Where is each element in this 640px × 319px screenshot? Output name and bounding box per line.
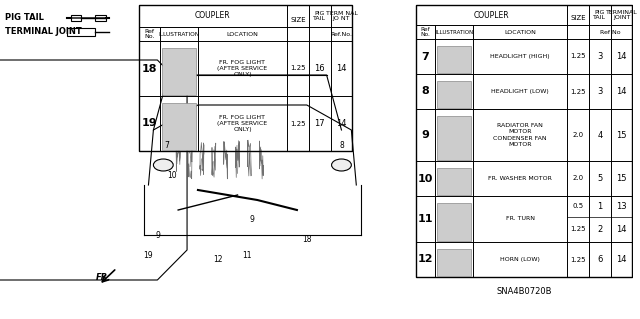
Bar [438,203,471,241]
Text: 6: 6 [597,255,602,264]
Bar [71,15,81,21]
Text: 2: 2 [597,225,602,234]
Text: 9: 9 [156,231,161,240]
Text: Ref
No.: Ref No. [420,26,431,37]
Text: TERMINAL
JOINT: TERMINAL JOINT [605,10,637,20]
Text: Ref No: Ref No [600,29,621,34]
Text: 3: 3 [597,87,602,96]
Text: COUPLER: COUPLER [195,11,230,20]
Text: 14: 14 [336,119,347,128]
Text: 1.25: 1.25 [290,121,306,127]
Text: 11: 11 [418,214,433,224]
Text: PIG TAIL: PIG TAIL [5,13,44,23]
Text: 9: 9 [250,216,255,225]
Bar [416,5,632,277]
Text: 11: 11 [243,250,252,259]
Text: 8: 8 [339,140,344,150]
Text: TERMINAL JOINT: TERMINAL JOINT [5,27,82,36]
Bar [163,48,196,95]
Text: SNA4B0720B: SNA4B0720B [496,286,552,295]
Bar [438,46,471,73]
Text: FR. TURN: FR. TURN [506,217,534,221]
Text: 8: 8 [422,86,429,97]
Text: 14: 14 [336,64,347,73]
Text: 1: 1 [597,202,602,211]
Text: 12: 12 [418,255,433,264]
Text: 10: 10 [418,174,433,183]
Text: 14: 14 [616,52,627,61]
Bar [438,168,471,195]
Text: 14: 14 [616,225,627,234]
Text: 2.0: 2.0 [572,175,584,182]
Text: ILLUSTRATION: ILLUSTRATION [159,32,200,36]
Ellipse shape [154,159,173,171]
Text: FR. FOG LIGHT
(AFTER SERVICE
ONLY): FR. FOG LIGHT (AFTER SERVICE ONLY) [218,115,268,132]
Text: 7: 7 [164,140,169,150]
Text: Ref
No.: Ref No. [144,29,155,40]
Text: Ref.No.: Ref.No. [330,32,353,36]
Text: SIZE: SIZE [570,15,586,21]
Text: HORN (LOW): HORN (LOW) [500,257,540,262]
Text: 3: 3 [597,52,602,61]
Text: 1.25: 1.25 [290,65,306,71]
Bar [139,5,353,151]
Text: ILLUSTRATION: ILLUSTRATION [435,29,474,34]
Bar [95,15,106,21]
Text: FR. WASHER MOTOR: FR. WASHER MOTOR [488,176,552,181]
Text: 15: 15 [616,174,627,183]
Text: 1.25: 1.25 [570,226,586,232]
Text: 4: 4 [597,130,602,139]
Text: TERM NAL
JO NT: TERM NAL JO NT [326,11,357,21]
Text: HEADLIGHT (HIGH): HEADLIGHT (HIGH) [490,54,550,59]
Text: 1.25: 1.25 [570,88,586,94]
Text: FR. FOG LIGHT
(AFTER SERVICE
ONLY): FR. FOG LIGHT (AFTER SERVICE ONLY) [218,60,268,77]
Text: FR.: FR. [96,273,111,283]
Text: RADIATOR FAN
MOTOR
CONDENSER FAN
MOTOR: RADIATOR FAN MOTOR CONDENSER FAN MOTOR [493,123,547,147]
Bar [438,249,471,276]
Text: 18: 18 [141,63,157,73]
Text: HEADLIGHT (LOW): HEADLIGHT (LOW) [492,89,549,94]
Text: 1.25: 1.25 [570,54,586,60]
Text: 13: 13 [616,202,627,211]
Text: 7: 7 [422,51,429,62]
Bar [67,28,95,36]
Text: LOCATION: LOCATION [504,29,536,34]
Text: 14: 14 [616,255,627,264]
Bar [438,116,471,160]
Bar [163,103,196,150]
Text: 18: 18 [302,235,312,244]
Text: 5: 5 [597,174,602,183]
Text: 14: 14 [616,87,627,96]
Text: LOCATION: LOCATION [227,32,259,36]
Text: 12: 12 [213,256,223,264]
Text: 1.25: 1.25 [570,256,586,263]
Text: PIG
TAIL: PIG TAIL [593,10,606,20]
Text: 2.0: 2.0 [572,132,584,138]
Text: PIG
TAIL: PIG TAIL [313,11,326,21]
Text: SIZE: SIZE [290,17,306,23]
Text: COUPLER: COUPLER [474,11,509,19]
Text: 19: 19 [143,250,153,259]
Text: 16: 16 [314,64,325,73]
Text: 9: 9 [422,130,429,140]
Text: 15: 15 [616,130,627,139]
Text: 10: 10 [168,170,177,180]
Bar [438,81,471,108]
Text: 0.5: 0.5 [572,203,584,209]
Text: 17: 17 [314,119,325,128]
Text: 19: 19 [141,118,157,129]
Ellipse shape [332,159,351,171]
